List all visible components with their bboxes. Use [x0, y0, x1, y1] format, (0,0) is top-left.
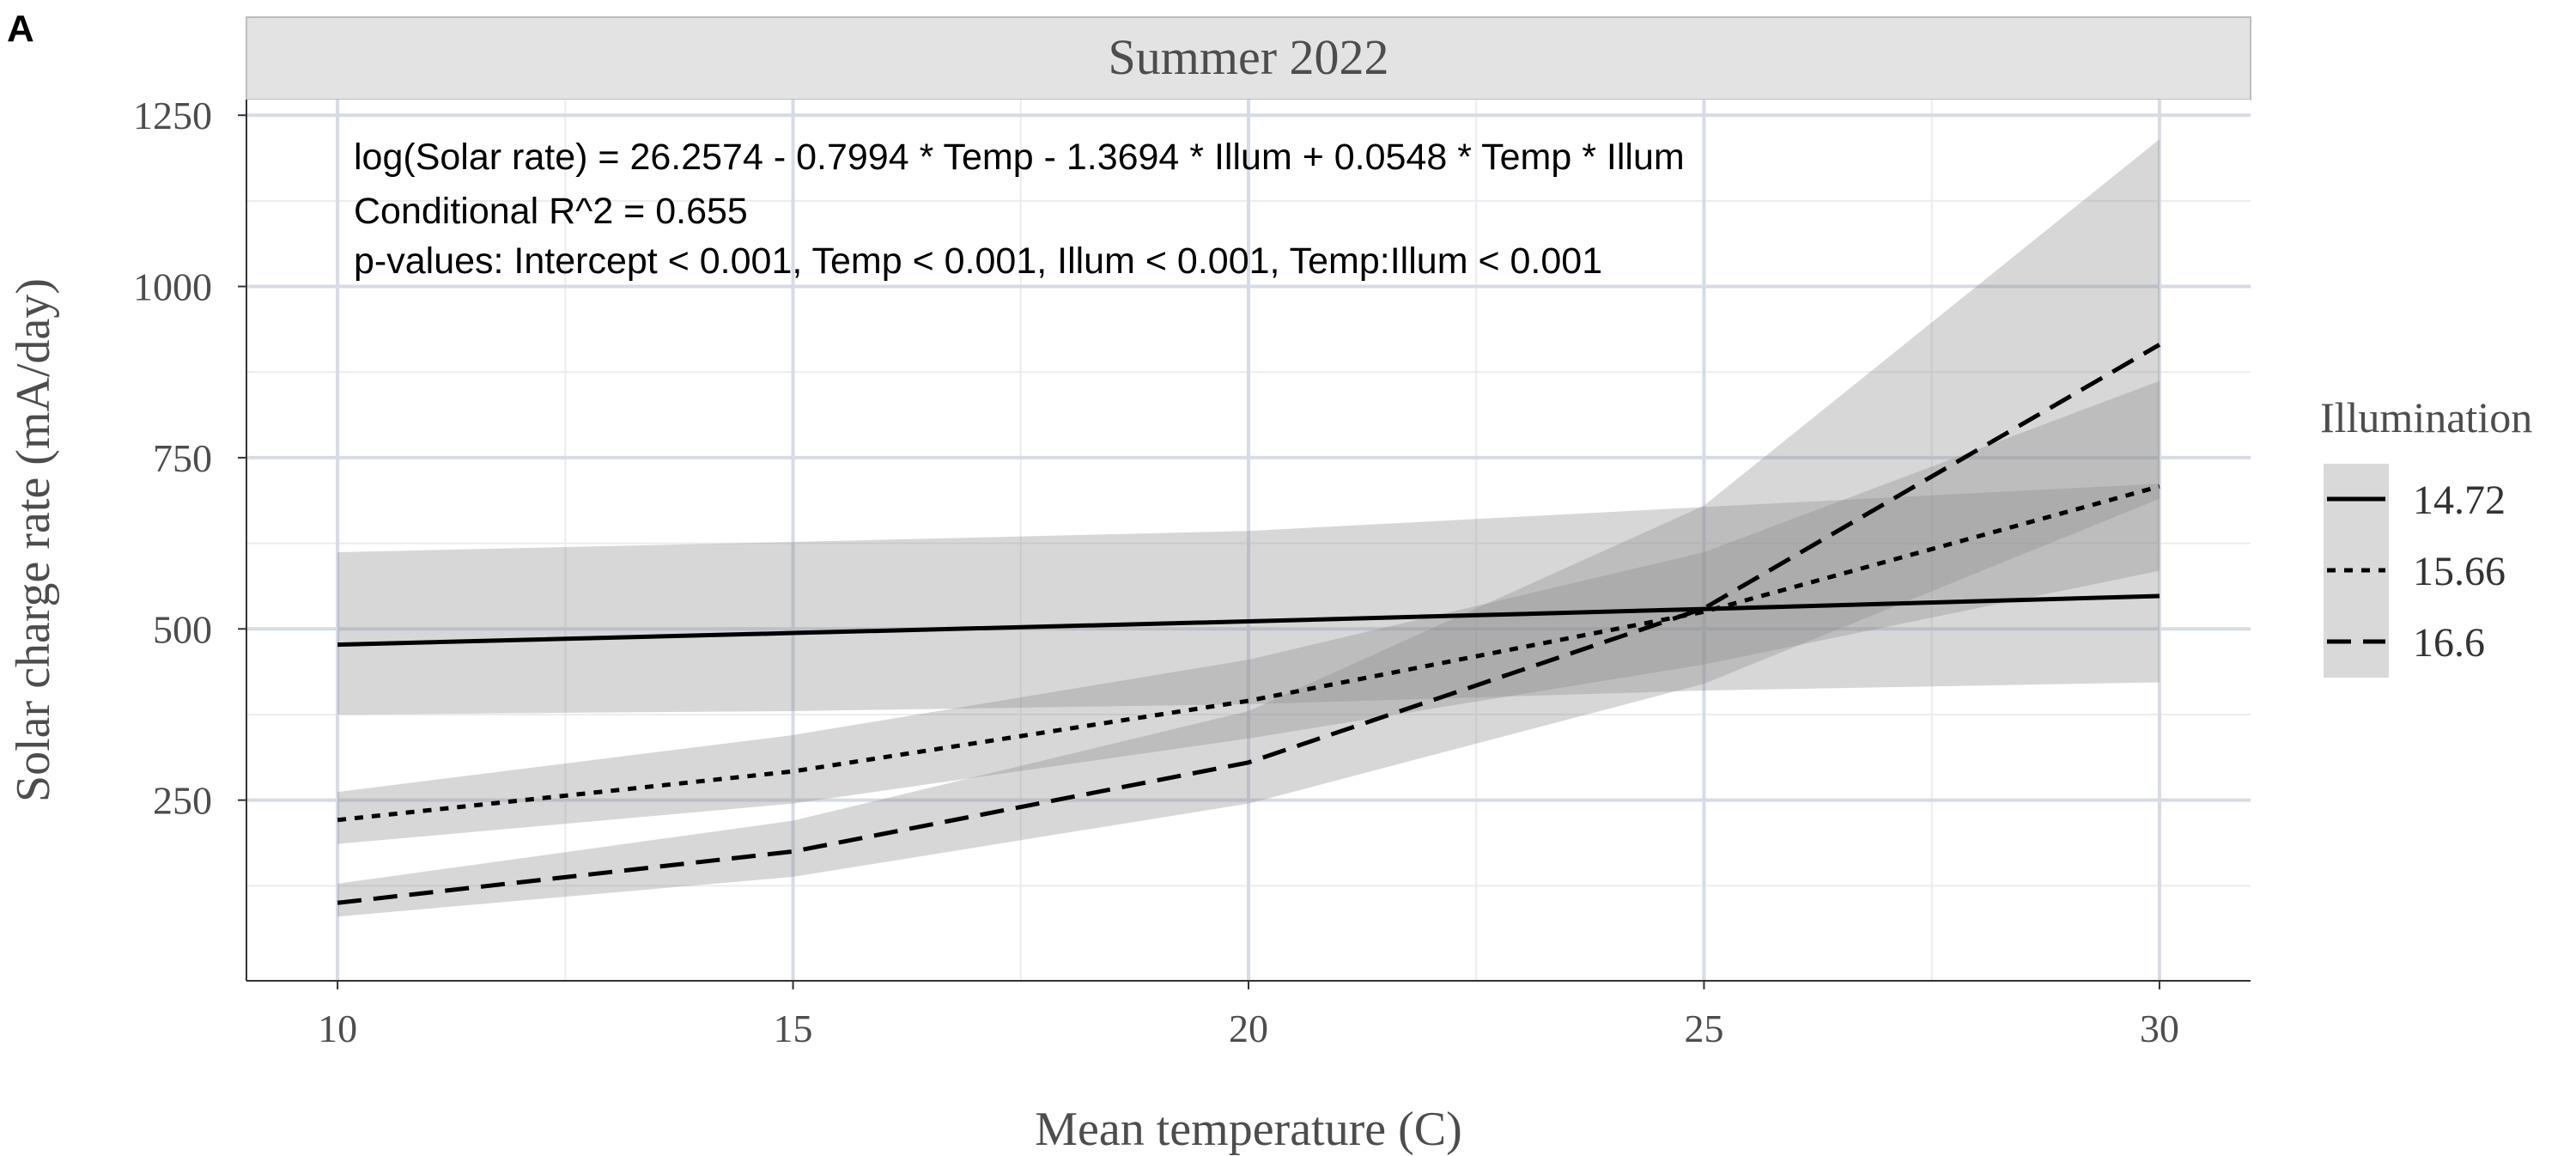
y-tick-label: 500: [153, 607, 212, 651]
y-tick-labels: 250 500 750 1000 1250: [133, 94, 246, 823]
legend-label: 16.6: [2413, 620, 2485, 666]
x-tick-label: 10: [318, 1007, 357, 1050]
y-axis-title: Solar charge rate (mA/day): [7, 278, 60, 802]
major-gridlines: [246, 100, 2251, 981]
x-tick-label: 15: [774, 1007, 813, 1050]
x-tick-labels: 10 15 20 25 30: [318, 981, 2179, 1050]
model-equation: log(Solar rate) = 26.2574 - 0.7994 * Tem…: [354, 137, 1685, 178]
facet-strip: [246, 16, 2251, 100]
series-line-1: [337, 593, 2160, 648]
legend-title: Illumination: [2320, 393, 2532, 441]
panel-label: A: [7, 8, 34, 50]
series-lines: [337, 343, 2161, 905]
legend-label: 15.66: [2413, 549, 2506, 594]
x-tick-label: 25: [1684, 1007, 1723, 1050]
facet-strip-title: Summer 2022: [1108, 29, 1388, 85]
legend-label: 14.72: [2413, 478, 2506, 523]
y-tick-label: 250: [153, 779, 212, 823]
y-tick-label: 1250: [133, 94, 212, 137]
x-tick-label: 20: [1229, 1007, 1268, 1050]
x-tick-label: 30: [2140, 1007, 2179, 1050]
confidence-band-1: [337, 484, 2160, 715]
y-tick-label: 1000: [133, 265, 212, 309]
x-axis-title: Mean temperature (C): [1035, 1103, 1462, 1156]
legend: 14.72 15.66 16.6: [2324, 464, 2506, 678]
series-line-3: [337, 343, 2161, 905]
conditional-r2: Conditional R^2 = 0.655: [354, 191, 748, 232]
y-tick-label: 750: [153, 436, 212, 480]
p-values: p-values: Intercept < 0.001, Temp < 0.00…: [354, 240, 1602, 282]
confidence-band-2: [337, 380, 2160, 844]
